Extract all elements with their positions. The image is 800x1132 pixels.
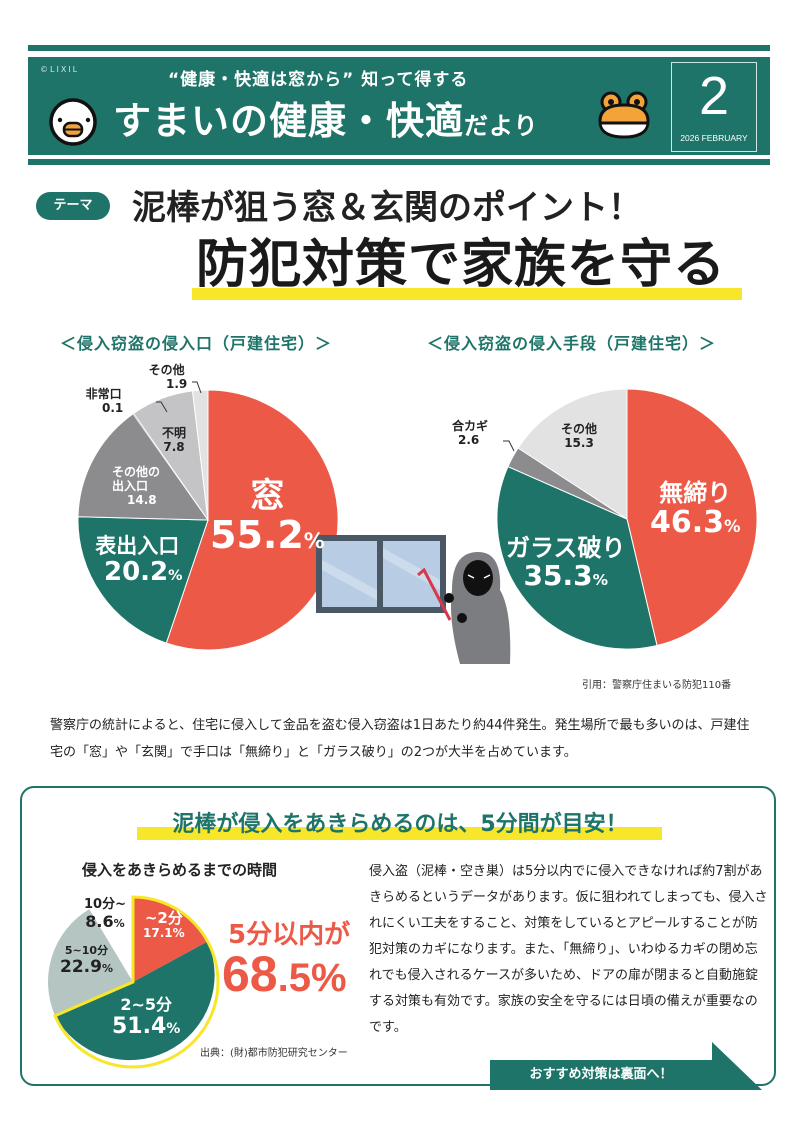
label-other-door: その他の 出入口 14.8 bbox=[112, 465, 161, 507]
label-2-5min: 2~5分 51.4% bbox=[112, 995, 181, 1040]
panel-title-highlight bbox=[137, 827, 662, 840]
label-unknown: 不明 7.8 bbox=[162, 426, 187, 454]
panel-title: 泥棒が侵入をあきらめるのは、5分間が目安！ bbox=[172, 812, 628, 837]
label-front-door: 表出入口 20.2% bbox=[95, 534, 183, 588]
giveup-pie-chart bbox=[47, 895, 220, 1069]
banner-top-rule bbox=[28, 45, 770, 51]
label-under-2min: ~2分 17.1% bbox=[143, 909, 185, 941]
slice-front-door bbox=[77, 516, 209, 644]
next-page-link[interactable]: おすすめ対策は裏面へ！ bbox=[490, 1060, 712, 1090]
label-over-10min: 10分~ 8.6% bbox=[84, 897, 126, 931]
issue-date: 2026 FEBRUARY bbox=[680, 133, 748, 143]
slice-5-10min bbox=[47, 909, 133, 1016]
theme-pill: テーマ bbox=[36, 192, 110, 220]
header-banner: ©LIXIL “健康・快適は窓から” 知って得する すまいの健康・快適だより 2… bbox=[28, 57, 770, 155]
callout-value: 68.5% bbox=[222, 946, 347, 1002]
highlight-outline bbox=[53, 895, 220, 1069]
masthead-title: すまいの健康・快適だより bbox=[113, 90, 539, 145]
next-page-arrow bbox=[712, 1042, 762, 1090]
banner-bottom-rule bbox=[28, 159, 770, 165]
issue-box: 2 2026 FEBRUARY bbox=[671, 62, 757, 152]
source-credit-top: 引用：警察庁住まいる防犯110番 bbox=[582, 680, 732, 691]
slice-2-5min bbox=[55, 941, 215, 1061]
callout-label: 5分以内が bbox=[228, 920, 351, 950]
copyright: ©LIXIL bbox=[40, 65, 80, 74]
label-glass-break: ガラス破り 35.3% bbox=[506, 534, 626, 593]
slice-glass-break bbox=[496, 465, 658, 650]
method-chart-title: ＜侵入窃盗の侵入手段（戸建住宅）＞ bbox=[427, 334, 717, 353]
slice-other-door bbox=[77, 413, 209, 521]
burglar-at-window-illustration bbox=[316, 535, 511, 664]
theme-subtitle: 泥棒が狙う窓＆玄関のポイント！ bbox=[132, 188, 642, 228]
label-duplicate-key: 合カギ 2.6 bbox=[452, 419, 489, 447]
slice-method-other bbox=[517, 388, 628, 520]
slice-over-10min bbox=[89, 897, 133, 982]
issue-number: 2 bbox=[698, 66, 730, 126]
label-unlocked: 無締り 46.3% bbox=[650, 479, 741, 541]
duck-mascot-icon bbox=[49, 98, 97, 146]
slice-unlocked bbox=[626, 388, 758, 647]
title-highlight bbox=[192, 288, 742, 300]
page-title: 防犯対策で家族を守る bbox=[196, 235, 727, 295]
intro-paragraph: 警察庁の統計によると、住宅に侵入して金品を盗む侵入窃盗は1日あたり約44件発生。… bbox=[50, 718, 750, 760]
label-5-10min: 5~10分 22.9% bbox=[60, 944, 113, 977]
label-method-other: その他 15.3 bbox=[561, 422, 598, 450]
panel-paragraph: 侵入盗（泥棒・空き巣）は5分以内でに侵入できなければ約7割があきらめるというデー… bbox=[369, 864, 768, 1035]
frog-mascot-icon bbox=[598, 91, 650, 139]
label-window: 窓 55.2% bbox=[210, 476, 325, 558]
entry-pie-chart bbox=[77, 381, 758, 664]
entry-chart-title: ＜侵入窃盗の侵入口（戸建住宅）＞ bbox=[60, 334, 333, 353]
giveup-chart-title: 侵入をあきらめるまでの時間 bbox=[82, 861, 278, 879]
masthead-suffix: だより bbox=[464, 112, 539, 140]
source-credit-bottom: 出典：(財)都市防犯研究センター bbox=[200, 1048, 348, 1059]
masthead-main: すまいの健康・快適 bbox=[113, 99, 465, 143]
tagline: “健康・快適は窓から” 知って得する bbox=[168, 70, 469, 90]
label-other-entry: その他 1.9 bbox=[148, 363, 188, 391]
info-panel bbox=[20, 786, 776, 1086]
label-emergency: 非常口 0.1 bbox=[85, 387, 124, 415]
